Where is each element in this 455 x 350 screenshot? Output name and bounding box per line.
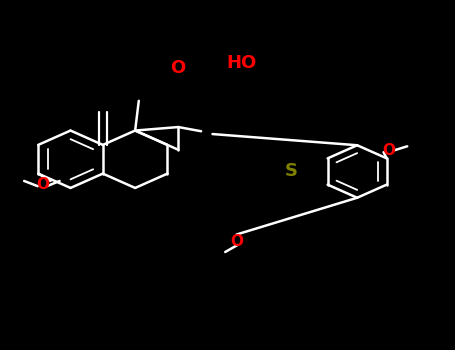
Text: O: O <box>170 59 185 77</box>
Text: S: S <box>285 162 298 181</box>
Text: HO: HO <box>226 54 256 72</box>
Text: O: O <box>230 234 243 249</box>
Text: O: O <box>383 143 395 158</box>
Text: O: O <box>36 177 49 192</box>
